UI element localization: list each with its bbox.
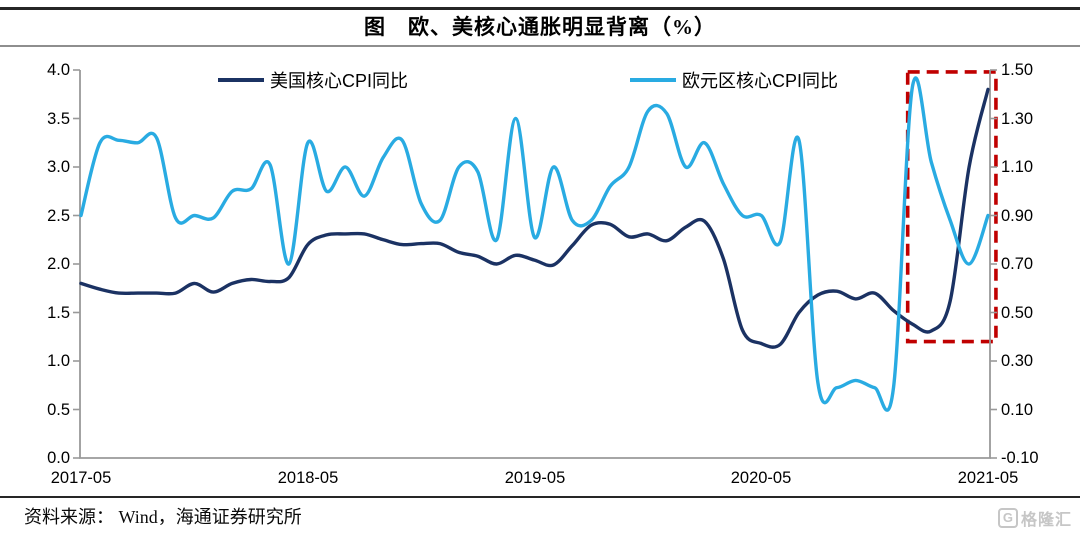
gelonghui-logo-icon: G — [997, 508, 1018, 528]
legend-item-eurozone: 欧元区核心CPI同比 — [630, 70, 839, 91]
x-axis-tick-label: 2021-05 — [957, 469, 1019, 487]
left-axis-tick-label: 2.5 — [47, 207, 70, 225]
x-axis-tick-label: 2017-05 — [50, 469, 112, 487]
right-axis-tick-label: 0.90 — [1001, 207, 1034, 225]
gelonghui-logo-label: 格隆汇 — [1020, 512, 1072, 529]
right-axis-tick-label: 1.10 — [1001, 158, 1034, 176]
us-core-cpi-line — [79, 87, 990, 349]
footer-divider — [0, 496, 1080, 498]
left-axis-tick-label: 4.0 — [47, 61, 70, 79]
eurozone-series-label: 欧元区核心CPI同比 — [682, 71, 839, 91]
title-divider — [0, 45, 1080, 47]
us-series-line-swatch — [218, 78, 264, 82]
right-axis-tick-label: 0.30 — [1001, 352, 1034, 370]
us-series-label: 美国核心CPI同比 — [270, 71, 409, 91]
right-axis-tick-label: 1.30 — [1001, 110, 1034, 128]
x-axis-tick-label: 2018-05 — [277, 469, 339, 487]
x-axis-tick-label: 2019-05 — [504, 469, 566, 487]
axis-frame — [79, 70, 991, 459]
highlight-box — [905, 70, 998, 344]
left-axis-tick-label: 2.0 — [47, 255, 70, 273]
top-divider — [0, 7, 1080, 10]
left-axis-tick-label: 3.0 — [47, 158, 70, 176]
left-axis-tick-label: 3.5 — [47, 110, 70, 128]
right-axis-tick-label: 1.50 — [1001, 61, 1034, 79]
legend-item-us: 美国核心CPI同比 — [218, 70, 409, 91]
left-axis-tick-label: 1.5 — [47, 304, 70, 322]
gelonghui-watermark: G 格隆汇 — [997, 506, 1072, 530]
eurozone-series-line-swatch — [630, 78, 676, 82]
eurozone-core-cpi-line — [79, 76, 990, 412]
left-axis-tick-label: 0.0 — [47, 449, 70, 467]
right-axis-tick-label: 0.70 — [1001, 255, 1034, 273]
chart-title: 图 欧、美核心通胀明显背离（%） — [364, 15, 716, 39]
x-axis-tick-label: 2020-05 — [730, 469, 792, 487]
right-axis-tick-label: -0.10 — [1001, 449, 1039, 467]
data-source-note: 资料来源： Wind，海通证券研究所 — [24, 507, 302, 527]
left-axis-tick-label: 1.0 — [47, 352, 70, 370]
left-axis-tick-label: 0.5 — [47, 401, 70, 419]
right-axis-tick-label: 0.10 — [1001, 401, 1034, 419]
right-axis-tick-label: 0.50 — [1001, 304, 1034, 322]
